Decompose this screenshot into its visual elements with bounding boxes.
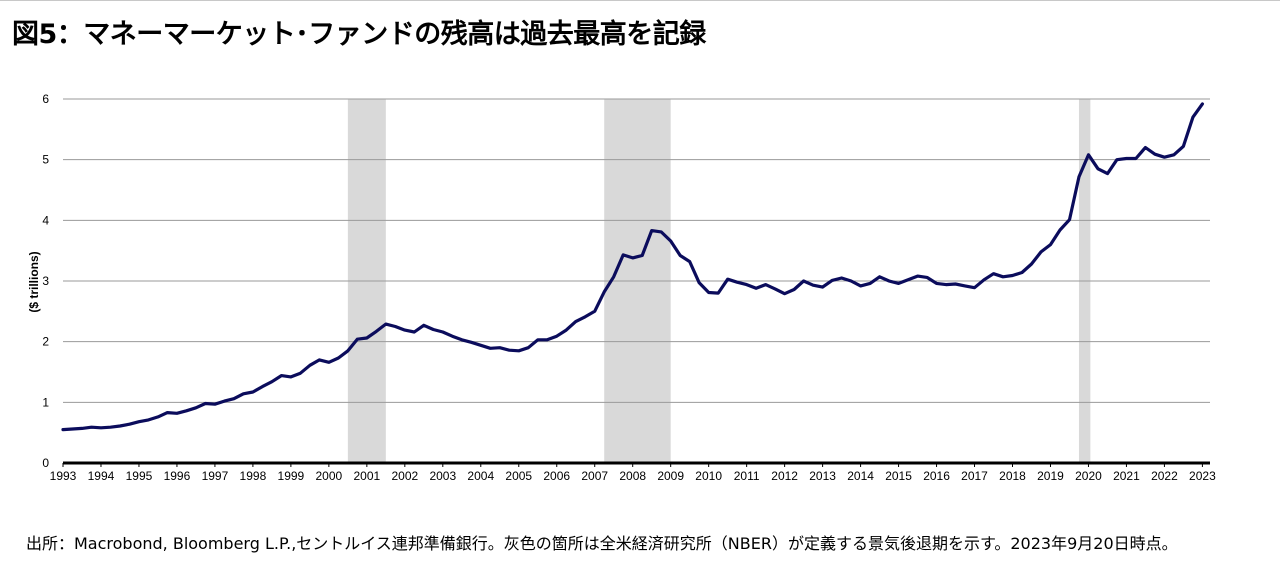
axes: 0 1 2 3 4 5 6 1993 1994 1995 1996 1997 1998 1999 2000 2… (42, 92, 1216, 483)
series-line-1 (61, 102, 1204, 432)
x-tick-label: 2014 (847, 469, 874, 483)
x-tick-label: 2001 (353, 469, 380, 483)
x-tick-label: 1999 (278, 469, 305, 483)
y-tick-label: 3 (42, 274, 49, 288)
x-tick-label: 1996 (164, 469, 191, 483)
series-layer (61, 102, 1204, 432)
x-tick-label: 2008 (619, 469, 646, 483)
y-tick-label: 5 (42, 153, 49, 167)
y-tick-label: 4 (42, 213, 49, 227)
x-tick-label: 1997 (202, 469, 229, 483)
x-tick-label: 2019 (1037, 469, 1064, 483)
x-tick-label: 1995 (126, 469, 153, 483)
x-tick-label: 2015 (885, 469, 912, 483)
x-tick-label: 2012 (771, 469, 798, 483)
y-tick-label: 2 (42, 335, 49, 349)
source-note: 出所：Macrobond, Bloomberg L.P.,セントルイス連邦準備銀… (26, 534, 1178, 553)
x-tick-label: 2002 (391, 469, 418, 483)
x-tick-label: 2017 (961, 469, 988, 483)
x-tick-label: 1998 (240, 469, 267, 483)
gridlines (63, 98, 1210, 403)
x-tick-label: 2004 (467, 469, 494, 483)
line-chart: 0 1 2 3 4 5 6 1993 1994 1995 1996 1997 1998 1999 2000 2… (27, 92, 1216, 483)
y-tick-label: 1 (42, 395, 49, 409)
x-tick-label: 2009 (657, 469, 684, 483)
x-tick-label: 2022 (1151, 469, 1178, 483)
page-title: 図5：マネーマーケット･ファンドの残高は過去最高を記録 (12, 19, 706, 50)
x-tick-label: 2021 (1113, 469, 1140, 483)
x-tick-label: 2006 (543, 469, 570, 483)
x-tick-label: 2005 (505, 469, 532, 483)
x-tick-label: 2007 (581, 469, 608, 483)
x-tick-label: 2018 (999, 469, 1026, 483)
y-axis-label: ($ trillions) (27, 251, 41, 312)
x-tick-label: 2020 (1075, 469, 1102, 483)
x-tick-label: 2023 (1189, 469, 1216, 483)
top-rule (0, 0, 1280, 1)
x-tick-label: 2013 (809, 469, 836, 483)
x-tick-label: 2011 (734, 469, 760, 483)
x-tick-label: 2003 (429, 469, 456, 483)
x-tick-label: 1994 (88, 469, 115, 483)
x-tick-label: 2016 (923, 469, 950, 483)
x-tick-label: 2010 (695, 469, 722, 483)
y-tick-label: 6 (42, 92, 49, 106)
x-tick-label: 2000 (316, 469, 343, 483)
x-tick-label: 1993 (50, 469, 77, 483)
y-tick-label: 0 (42, 456, 49, 470)
